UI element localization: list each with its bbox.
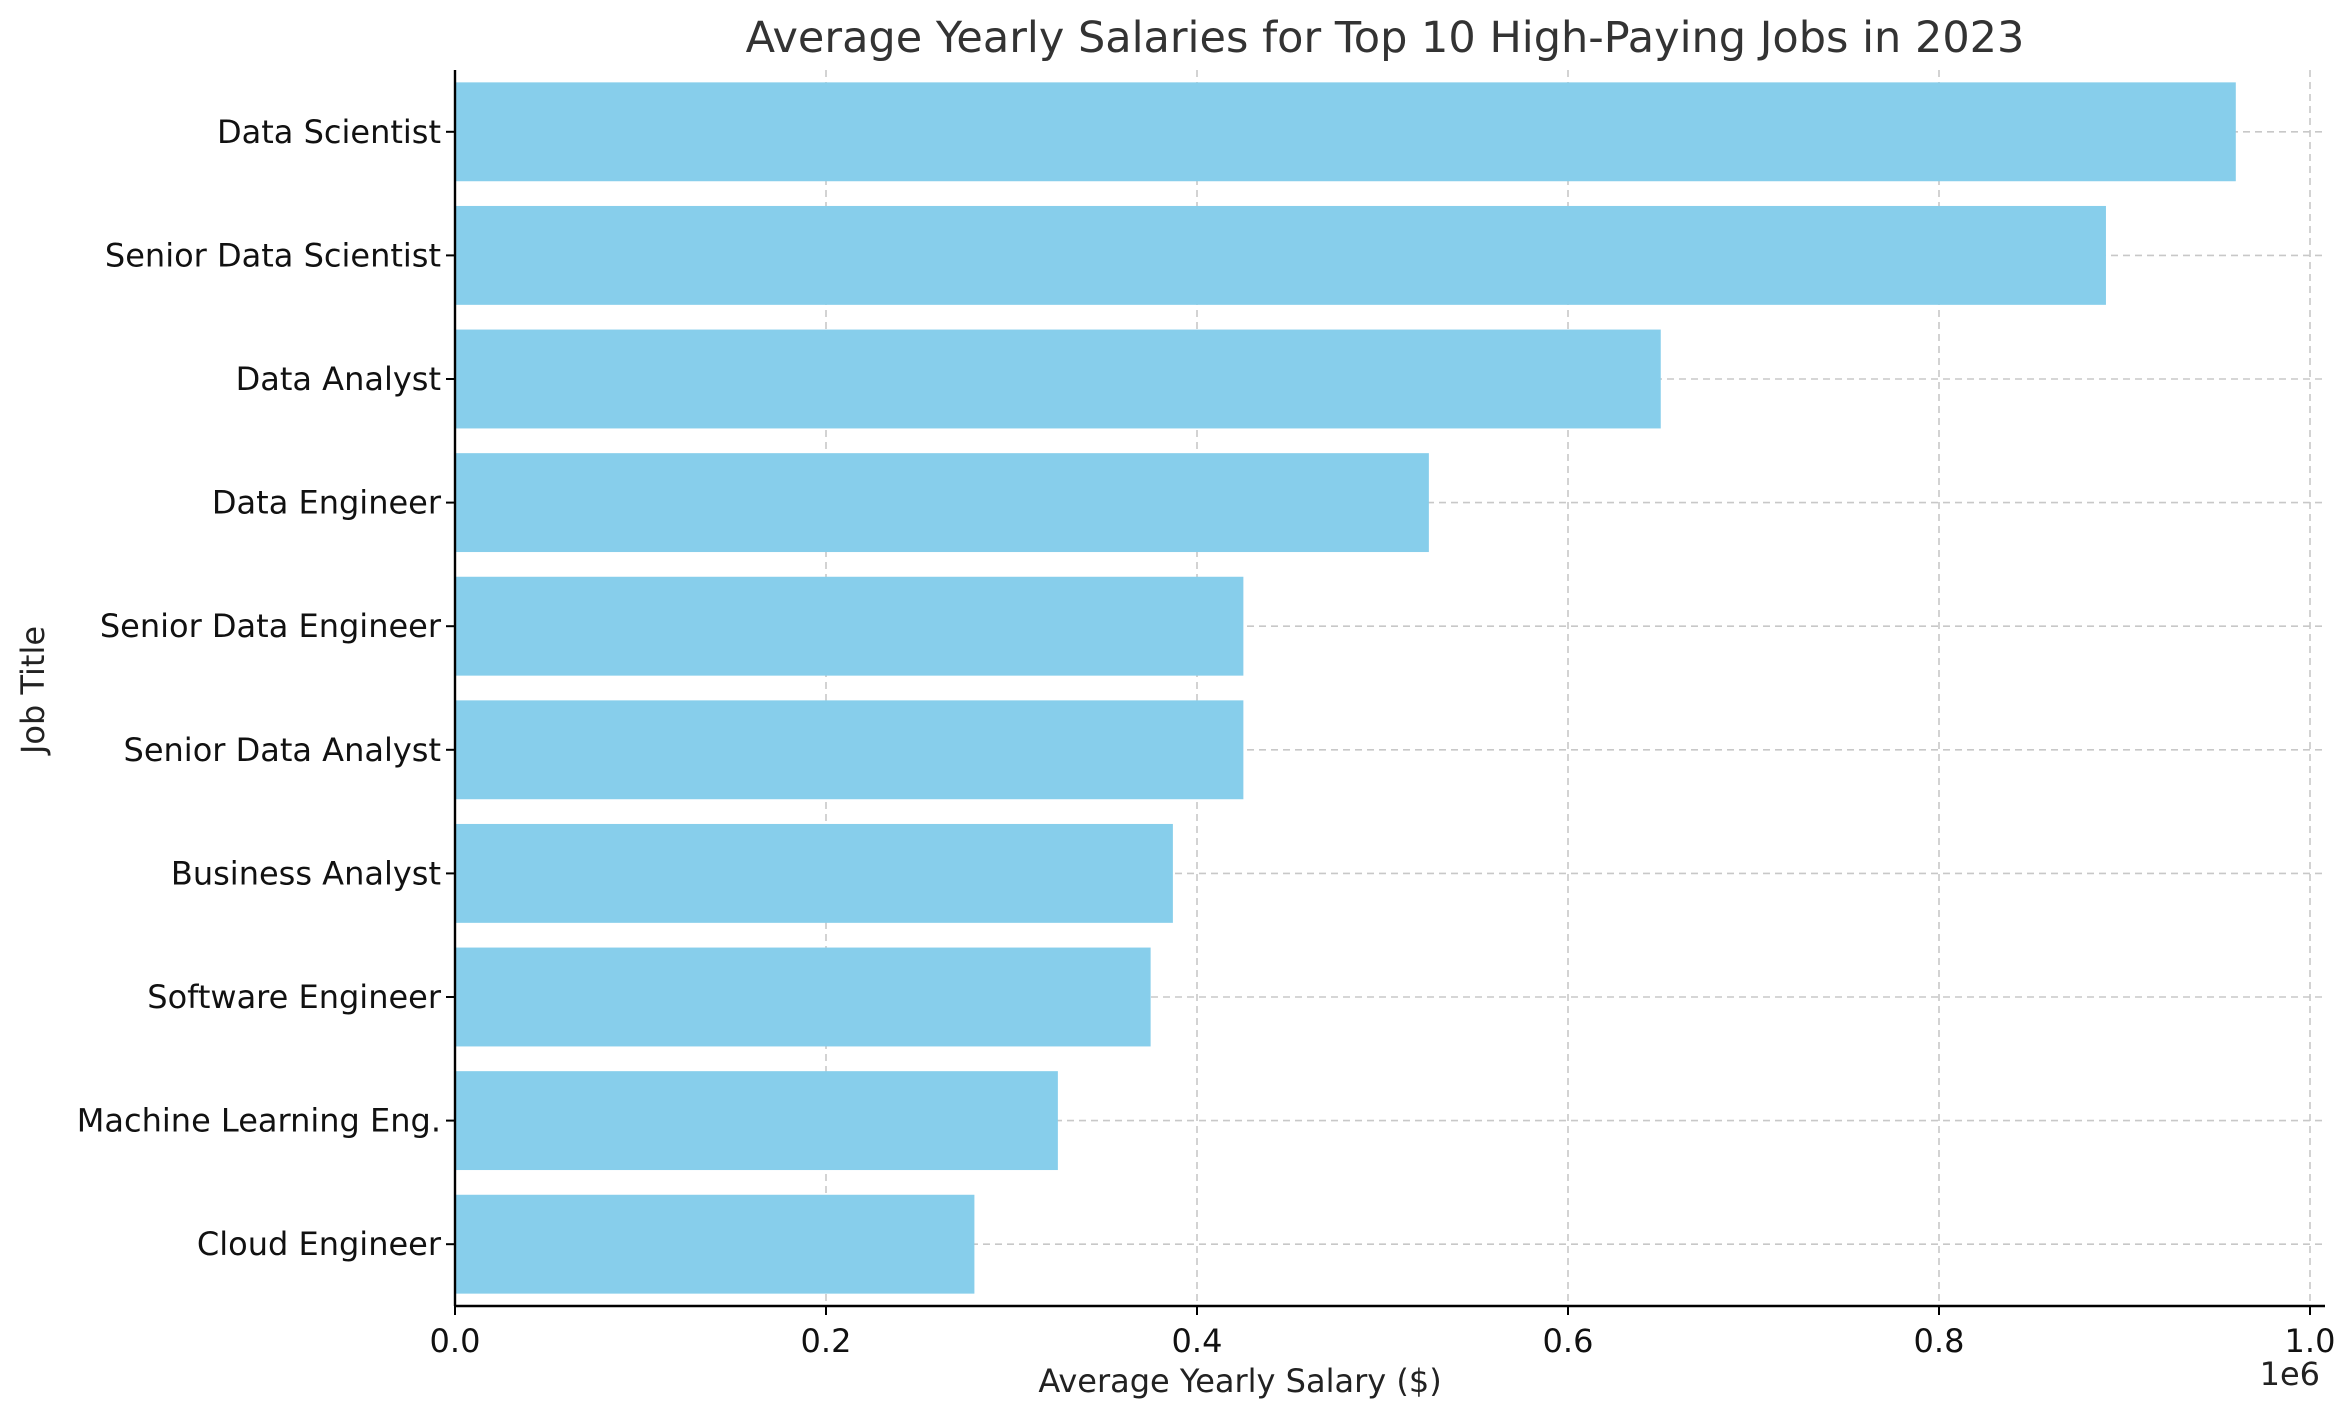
bar (455, 453, 1429, 553)
y-tick-label: Senior Data Scientist (105, 236, 441, 274)
x-tick-label: 0.8 (1914, 1322, 1965, 1360)
bar (455, 82, 2236, 182)
axes-layer: 0.0 0.2 0.4 0.6 0.8 1.0 Data Scientist Senior D… (77, 70, 2336, 1360)
x-tick-label: 0.0 (430, 1322, 481, 1360)
y-axis-label: Job Title (14, 626, 52, 756)
y-tick-label: Business Analyst (171, 854, 441, 892)
x-tick-label: 0.4 (1172, 1322, 1223, 1360)
chart-title: Average Yearly Salaries for Top 10 High-… (746, 13, 2025, 63)
x-axis-offset-label: 1e6 (2260, 1355, 2320, 1393)
x-tick-label: 1.0 (2285, 1322, 2336, 1360)
bar (455, 1194, 975, 1294)
bar (455, 329, 1661, 429)
y-tick-label: Data Engineer (212, 484, 442, 522)
y-tick-label: Software Engineer (147, 978, 442, 1016)
x-axis-label: Average Yearly Salary ($) (1038, 1362, 1441, 1400)
bar (455, 205, 2106, 305)
y-tick-label: Data Scientist (217, 113, 441, 151)
y-tick-label: Machine Learning Eng. (77, 1102, 441, 1140)
bar (455, 700, 1244, 800)
bar (455, 576, 1244, 676)
x-tick-label: 0.6 (1543, 1322, 1594, 1360)
y-tick-label: Senior Data Analyst (124, 731, 441, 769)
bar (455, 823, 1173, 923)
y-tick-label: Data Analyst (236, 360, 441, 398)
x-tick-label: 0.2 (801, 1322, 852, 1360)
bar (455, 947, 1151, 1047)
y-tick-label: Senior Data Engineer (100, 607, 442, 645)
bars-layer (455, 82, 2236, 1294)
bar (455, 1071, 1058, 1171)
y-tick-label: Cloud Engineer (197, 1225, 442, 1263)
